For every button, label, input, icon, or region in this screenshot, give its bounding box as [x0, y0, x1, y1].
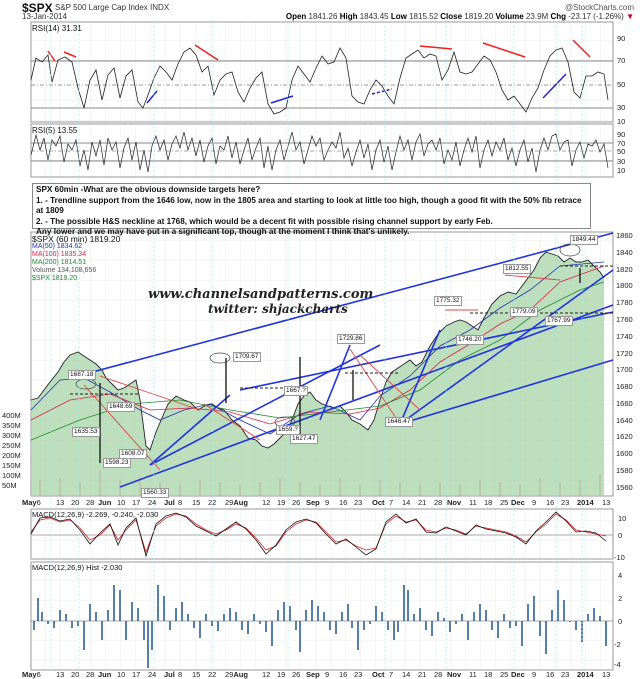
price-title: $SPX (60 min) 1819.20 [32, 234, 121, 244]
watermark-site: www.channelsandpatterns.com [148, 287, 374, 302]
legend-volume: Volume 134,108,656 [32, 267, 97, 274]
hist-label: MACD(12,26,9) Hist -2.030 [32, 563, 123, 572]
chart-header: $SPX S&P 500 Large Cap Index INDX 13-Jan… [0, 0, 640, 21]
macd-panel [30, 508, 614, 560]
ohlc-summary: Open 1841.26 High 1843.45 Low 1815.52 Cl… [285, 12, 634, 21]
symbol: $SPX [22, 1, 53, 15]
hist-panel [30, 561, 614, 671]
chart-date: 13-Jan-2014 [22, 12, 67, 21]
rsi5-panel [30, 123, 614, 178]
legend-ma200: MA(200) 1814.51 [32, 259, 87, 266]
annotation-line-3: 2. - The possible H&S neckline at 1768, … [36, 216, 493, 226]
brand-label: @StockCharts.com [564, 3, 634, 12]
symbol-name: S&P 500 Large Cap Index INDX [55, 3, 170, 12]
watermark-twitter: twitter: shjackcharts [208, 302, 348, 316]
legend-ma100: MA(100) 1835.34 [32, 251, 87, 258]
macd-label: MACD(12,26,9) -2.269, -0.240, -2.030 [32, 510, 159, 519]
annotation-line-1: SPX 60min -What are the obvious downside… [36, 185, 261, 194]
legend-ma50: MA(50) 1834.62 [32, 243, 83, 250]
rsi14-label: RSI(14) 31.31 [32, 24, 82, 33]
annotation-line-2: 1. - Trendline support from the 1646 low… [36, 195, 582, 216]
legend-spx: $SPX 1819.20 [32, 275, 78, 282]
rsi5-label: RSI(5) 13.55 [32, 126, 78, 135]
down-arrow-icon: ▼ [626, 12, 634, 21]
annotation-box: SPX 60min -What are the obvious downside… [32, 183, 591, 236]
rsi14-panel [30, 21, 614, 123]
annotation-line-4: Any lower and we may have put in a signi… [36, 227, 410, 236]
